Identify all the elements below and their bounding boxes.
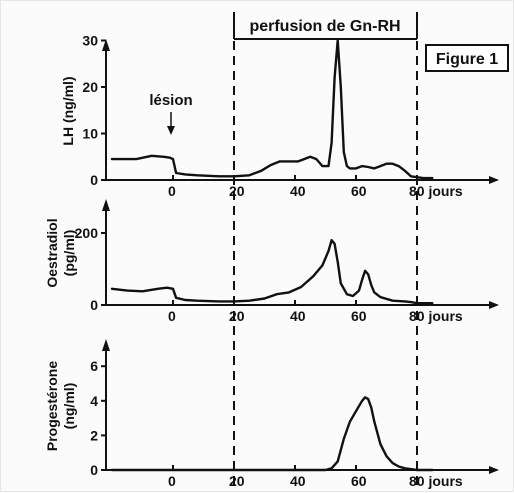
x-tick-label: 20 <box>229 183 245 199</box>
x-tick-label: 0 <box>168 183 176 199</box>
x-tick-label: 20 <box>229 473 245 489</box>
y-tick-label: 200 <box>75 225 99 241</box>
x-axis-arrow <box>489 176 499 184</box>
y-axis-title: Progestérone(ng/ml) <box>44 361 77 451</box>
y-tick-label: 2 <box>90 427 98 443</box>
x-tick-label: 40 <box>290 473 306 489</box>
figure-title-frame <box>425 44 509 72</box>
y-tick-label: 0 <box>90 172 98 188</box>
x-tick-label: 80 jours <box>409 183 463 199</box>
y-axis-arrow <box>102 199 110 211</box>
lesion-label: lésion <box>149 92 192 109</box>
panel-lh: 0 10 20 30 0 20 40 60 80 jours LH (ng/ml) <box>60 33 499 199</box>
series-line-lh <box>110 39 434 180</box>
x-tick-label: 80 jours <box>409 473 463 489</box>
x-tick-label: 40 <box>290 308 306 324</box>
y-axis-arrow <box>102 339 110 351</box>
y-axis-title: Oestradiol(pg/ml) <box>44 218 77 287</box>
x-tick-label: 20 <box>229 308 245 324</box>
series-line-progesterone <box>110 396 434 472</box>
x-tick-label: 80 jours <box>409 308 463 324</box>
y-tick-label: 4 <box>90 393 98 409</box>
y-tick-label: 0 <box>90 297 98 313</box>
y-tick-label: 30 <box>82 33 98 49</box>
y-axis-title-line2: (pg/ml) <box>61 230 77 277</box>
y-tick-label: 10 <box>82 126 98 142</box>
y-tick-label: 6 <box>90 358 98 374</box>
x-tick-label: 60 <box>351 308 367 324</box>
series-line-oestradiol <box>110 239 434 305</box>
y-axis-title: LH (ng/ml) <box>60 76 76 145</box>
x-tick-label: 60 <box>351 183 367 199</box>
perfusion-label: perfusion de Gn-RH <box>249 18 400 35</box>
y-axis-arrow <box>102 39 110 51</box>
y-tick-label: 0 <box>90 462 98 478</box>
lesion-annotation: lésion <box>149 92 193 135</box>
panel-oestradiol: 0 200 0 20 40 60 80 jours Oestradiol(pg/ml) <box>44 199 499 324</box>
y-tick-label: 20 <box>82 79 98 95</box>
perfusion-bracket: perfusion de Gn-RH <box>233 12 418 40</box>
y-axis-title-line1: Oestradiol <box>44 218 60 287</box>
y-axis-title-line2: (ng/ml) <box>61 383 77 430</box>
figure-title-box: Figure 1 <box>425 44 509 72</box>
y-axis-title-line1: Progestérone <box>44 361 60 451</box>
x-tick-label: 0 <box>168 473 176 489</box>
lesion-arrow-head <box>167 126 175 135</box>
x-axis-arrow <box>489 301 499 309</box>
x-tick-label: 60 <box>351 473 367 489</box>
x-tick-label: 40 <box>290 183 306 199</box>
x-tick-label: 0 <box>168 308 176 324</box>
figure-title: Figure 1 <box>436 51 498 68</box>
x-axis-arrow <box>489 466 499 474</box>
